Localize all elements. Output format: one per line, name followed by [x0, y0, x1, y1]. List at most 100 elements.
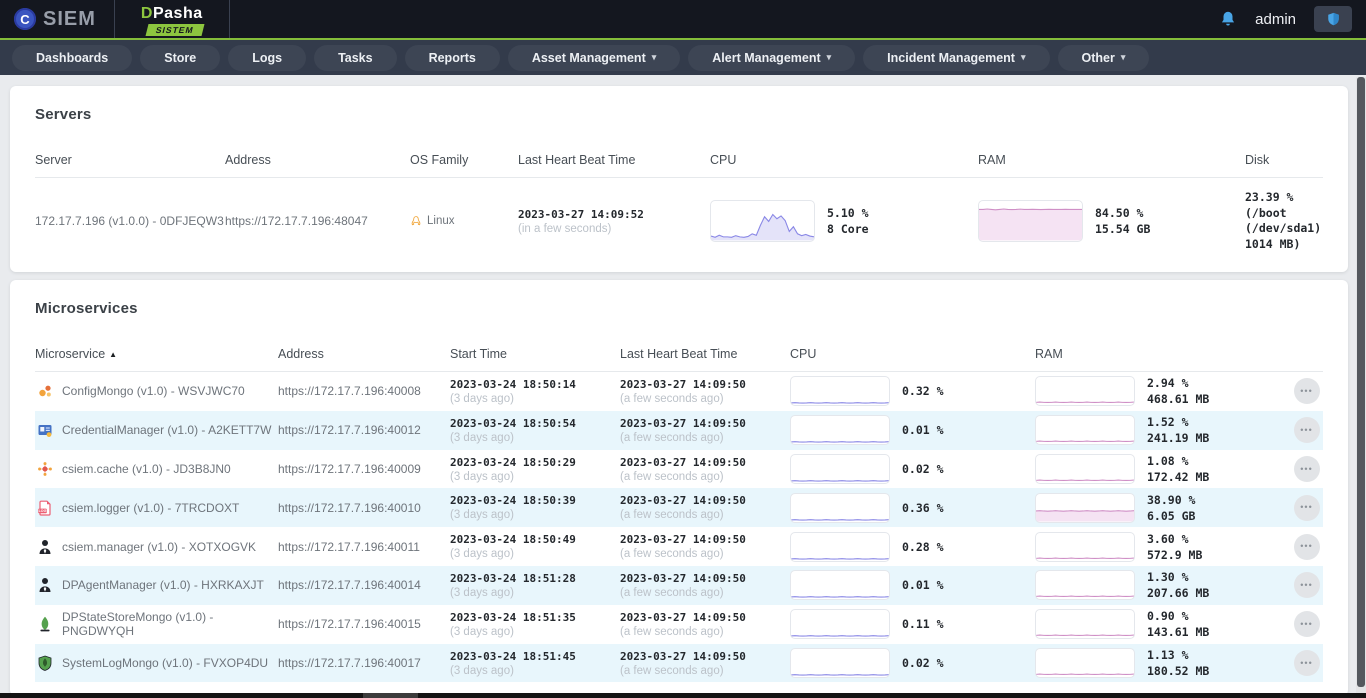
microservice-name: ConfigMongo (v1.0) - WSVJWC70 — [62, 384, 245, 399]
table-row: csiem.manager (v1.0) - XOTXOGVK https://… — [35, 527, 1323, 566]
heartbeat-time: 2023-03-27 14:09:50 — [620, 416, 746, 430]
ram-sparkline — [1035, 415, 1135, 446]
siem-c-logo-icon: C — [14, 8, 36, 30]
start-time-relative: (3 days ago) — [450, 625, 514, 638]
sistem-badge: SISTEM — [145, 24, 205, 36]
nav-item-incident-management[interactable]: Incident Management ▾ — [863, 44, 1050, 71]
col-heartbeat[interactable]: Last Heart Beat Time — [518, 153, 636, 167]
nav-item-other[interactable]: Other ▾ — [1057, 44, 1150, 71]
col-cpu[interactable]: CPU — [710, 153, 737, 167]
row-actions-button[interactable]: ••• — [1293, 494, 1320, 521]
start-time-relative: (3 days ago) — [450, 509, 514, 522]
user-shield-button[interactable] — [1314, 6, 1352, 32]
credential-manager-icon — [37, 422, 53, 438]
nav-item-store[interactable]: Store ▾ — [140, 44, 221, 71]
shield-icon — [1327, 12, 1339, 26]
cpu-sparkline — [790, 648, 890, 679]
nav-item-label: Tasks — [338, 50, 373, 65]
ram-sparkline — [1035, 648, 1135, 679]
servers-table-header: Server Address OS Family Last Heart Beat… — [35, 123, 1323, 178]
user-name[interactable]: admin — [1255, 10, 1296, 28]
ram-value: 0.90 % 143.61 MB — [1147, 609, 1210, 640]
nav-item-logs[interactable]: Logs ▾ — [228, 44, 307, 71]
col-os-family[interactable]: OS Family — [410, 153, 469, 167]
microservice-name: csiem.manager (v1.0) - XOTXOGVK — [62, 539, 257, 554]
ram-sparkline — [1035, 570, 1135, 601]
microservice-address: https://172.17.7.196:40014 — [278, 578, 421, 593]
nav-item-label: Incident Management — [887, 50, 1015, 65]
heartbeat-time: 2023-03-27 14:09:50 — [620, 377, 746, 391]
nav-items: Dashboards ▾ Store ▾ Logs ▾ Tasks ▾ Repo… — [12, 44, 1150, 71]
ram-value: 1.30 % 207.66 MB — [1147, 570, 1210, 601]
cpu-sparkline — [790, 570, 890, 601]
notifications-bell-icon[interactable] — [1219, 10, 1237, 28]
server-cpu-value: 5.10 % 8 Core — [827, 205, 869, 237]
row-actions-button[interactable]: ••• — [1293, 378, 1320, 405]
cpu-sparkline — [790, 609, 890, 640]
start-time: 2023-03-24 18:50:49 — [450, 533, 576, 547]
scrollbar-thumb[interactable] — [1357, 77, 1365, 687]
col-start-time[interactable]: Start Time — [450, 347, 507, 362]
ellipsis-icon: ••• — [1300, 385, 1313, 396]
table-row: LOG csiem.logger (v1.0) - 7TRCDOXT https… — [35, 488, 1323, 528]
heartbeat-time: 2023-03-27 14:09:50 — [620, 610, 746, 624]
table-row: DPStateStoreMongo (v1.0) - PNGDWYQH http… — [35, 605, 1323, 644]
nav-item-label: Logs — [252, 50, 283, 65]
nav-item-asset-management[interactable]: Asset Management ▾ — [507, 44, 681, 71]
col-ram[interactable]: RAM — [978, 153, 1006, 167]
config-mongo-icon — [37, 383, 53, 399]
dpasha-logo: DPasha SISTEM — [113, 0, 230, 38]
bottom-edge-segment — [363, 693, 418, 698]
svg-text:LOG: LOG — [39, 509, 47, 513]
server-address: https://172.17.7.196:48047 — [225, 214, 368, 229]
heartbeat-time: 2023-03-27 14:09:50 — [620, 533, 746, 547]
servers-title: Servers — [35, 106, 92, 123]
table-row: DPAgentManager (v1.0) - HXRKAXJT https:/… — [35, 566, 1323, 605]
row-actions-button[interactable]: ••• — [1293, 611, 1320, 638]
ram-sparkline — [1035, 492, 1135, 523]
heartbeat-relative: (a few seconds ago) — [620, 470, 724, 483]
ram-sparkline — [1035, 376, 1135, 407]
vertical-scrollbar[interactable] — [1356, 77, 1366, 693]
ram-sparkline — [1035, 454, 1135, 485]
microservices-table-header: Microservice ▲ Address Start Time Last He… — [35, 317, 1323, 373]
nav-item-label: Other — [1081, 50, 1115, 65]
cpu-sparkline — [790, 454, 890, 485]
server-name: 172.17.7.196 (v1.0.0) - 0DFJEQW3 — [35, 214, 224, 229]
col-disk[interactable]: Disk — [1245, 153, 1270, 167]
row-actions-button[interactable]: ••• — [1293, 572, 1320, 599]
start-time-relative: (3 days ago) — [450, 470, 514, 483]
row-actions-button[interactable]: ••• — [1293, 456, 1320, 483]
cpu-value: 0.02 % — [902, 462, 944, 476]
start-time-relative: (3 days ago) — [450, 392, 514, 405]
heartbeat-time: 2023-03-27 14:09:50 — [620, 649, 746, 663]
chevron-down-icon: ▾ — [651, 52, 657, 62]
nav-item-reports[interactable]: Reports ▾ — [404, 44, 500, 71]
col-server[interactable]: Server — [35, 153, 72, 167]
heartbeat-time: 2023-03-27 14:09:50 — [620, 571, 746, 585]
start-time: 2023-03-24 18:50:39 — [450, 494, 576, 508]
col-ms-ram[interactable]: RAM — [1035, 347, 1063, 362]
col-address[interactable]: Address — [225, 153, 271, 167]
col-ms-heartbeat[interactable]: Last Heart Beat Time — [620, 347, 738, 362]
ram-value: 1.52 % 241.19 MB — [1147, 415, 1210, 446]
main-nav: Dashboards ▾ Store ▾ Logs ▾ Tasks ▾ Repo… — [0, 38, 1366, 75]
heartbeat-relative: (a few seconds ago) — [620, 625, 724, 638]
row-actions-button[interactable]: ••• — [1293, 533, 1320, 560]
start-time: 2023-03-24 18:51:45 — [450, 649, 576, 663]
ram-value: 3.60 % 572.9 MB — [1147, 531, 1203, 562]
nav-item-alert-management[interactable]: Alert Management ▾ — [688, 44, 856, 71]
cpu-value: 0.01 % — [902, 423, 944, 438]
row-actions-button[interactable]: ••• — [1293, 417, 1320, 444]
nav-item-dashboards[interactable]: Dashboards ▾ — [12, 44, 133, 71]
ram-sparkline — [1035, 609, 1135, 640]
microservice-name: csiem.cache (v1.0) - JD3B8JN0 — [62, 462, 231, 477]
row-actions-button[interactable]: ••• — [1293, 650, 1320, 677]
col-ms-cpu[interactable]: CPU — [790, 347, 817, 362]
table-row: CredentialManager (v1.0) - A2KETT7W http… — [35, 410, 1323, 450]
microservice-name: DPStateStoreMongo (v1.0) - PNGDWYQH — [62, 610, 214, 639]
col-microservice[interactable]: Microservice ▲ — [35, 347, 118, 362]
col-ms-address[interactable]: Address — [278, 347, 324, 362]
heartbeat-time: 2023-03-27 14:09:50 — [620, 455, 746, 469]
nav-item-tasks[interactable]: Tasks ▾ — [314, 44, 397, 71]
